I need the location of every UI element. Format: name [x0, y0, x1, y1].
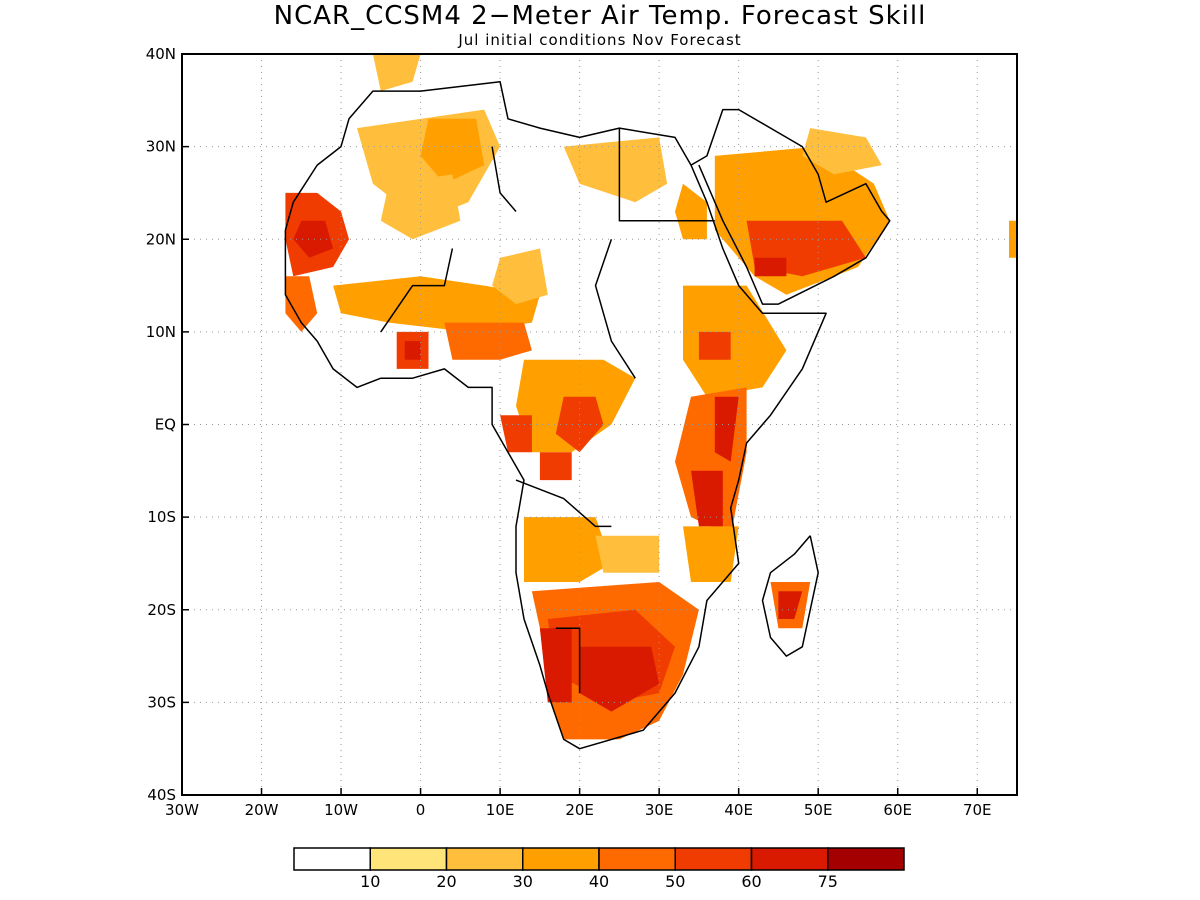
skill-region-red-sea-coast [675, 183, 707, 240]
lat-tick-label: 30N [146, 138, 176, 156]
map-title: NCAR_CCSM4 2−Meter Air Temp. Forecast Sk… [274, 1, 927, 31]
map-plot-area [285, 54, 1017, 740]
skill-region-algeria-interior [420, 118, 485, 184]
lat-tick-label: 20S [147, 601, 176, 619]
skill-region-madagascar-core [778, 591, 803, 619]
skill-region-ethiopia [683, 285, 787, 397]
skill-region-libya-egypt [563, 137, 668, 203]
colorbar-swatch [674, 847, 753, 871]
lon-tick-label: 0 [416, 801, 426, 819]
skill-region-senegal-guinea-coast [285, 276, 318, 332]
lon-tick-label: 20E [565, 801, 594, 819]
colorbar-label: 10 [360, 872, 380, 891]
skill-region-yemen [754, 257, 787, 277]
skill-region-gabon [500, 415, 532, 453]
lon-tick-label: 30W [165, 801, 199, 819]
longitude-axis: 30W 20W 10W 0 10E 20E 30E 40E 50E 60E 70E [165, 788, 992, 819]
lat-tick-label: 10S [147, 508, 176, 526]
skill-region-sahel-chad [492, 248, 548, 305]
skill-region-central-sahara [380, 174, 461, 240]
lon-tick-label: 10E [486, 801, 515, 819]
skill-region-india-west [1009, 220, 1017, 258]
skill-region-drc-south [539, 452, 572, 481]
lat-tick-label: 30S [147, 693, 176, 711]
colorbar-swatch [522, 847, 600, 871]
skill-region-nigeria-cameroon [444, 322, 532, 360]
skill-region-angola [524, 517, 612, 582]
skill-region-iran-coast [802, 128, 882, 175]
colorbar-label: 60 [741, 872, 761, 891]
skill-region-tanzania-core [691, 470, 723, 527]
lon-tick-label: 70E [963, 801, 992, 819]
skill-region-ghana-inner [404, 341, 421, 360]
colorbar-label: 20 [436, 872, 456, 891]
egypt-libya-border [618, 128, 715, 222]
skill-region-congo-basin [555, 396, 604, 453]
madagascar-coastline [761, 535, 819, 657]
niger-mali-border [380, 248, 454, 333]
skill-region-morocco-north [372, 54, 421, 92]
colorbar-label: 50 [665, 872, 685, 891]
lon-tick-label: 10W [324, 801, 358, 819]
colorbar-swatch [750, 847, 829, 871]
skill-region-namibia-core [539, 628, 572, 703]
drc-angola-border [515, 479, 612, 528]
sudan-chad-border [594, 239, 636, 379]
arabia-coastline [690, 108, 891, 305]
colorbar-label: 75 [818, 872, 838, 891]
colorbar: 10 20 30 40 50 60 75 [293, 847, 905, 891]
skill-region-mauritania-core [293, 220, 334, 258]
colorbar-swatch [598, 847, 676, 871]
lon-tick-label: 50E [804, 801, 833, 819]
colorbar-swatch [445, 847, 524, 871]
lon-tick-label: 40E [724, 801, 753, 819]
colorbar-swatch [827, 847, 905, 871]
colorbar-swatch [293, 847, 371, 871]
colorbar-label: 40 [589, 872, 609, 891]
country-boundaries [284, 81, 891, 750]
skill-region-ethiopia-core [698, 331, 731, 360]
colorbar-label: 30 [513, 872, 533, 891]
lat-tick-label: 40N [146, 45, 176, 63]
skill-region-mozambique-north [683, 526, 739, 582]
latitude-axis: 40N 30N 20N 10N EQ 10S 20S 30S 40S [146, 45, 189, 804]
skill-region-sahel-mali-niger [333, 276, 540, 332]
skill-region-kenya-core [714, 396, 739, 462]
colorbar-swatch [369, 847, 448, 871]
lat-tick-label: 40S [147, 786, 176, 804]
lat-tick-label: 20N [146, 230, 176, 248]
skill-region-zambia [595, 535, 660, 573]
lat-tick-label: EQ [155, 416, 176, 434]
lat-tick-label: 10N [146, 323, 176, 341]
namibia-southafrica-border [555, 627, 581, 694]
algeria-libya-border [491, 146, 517, 212]
map-subtitle: Jul initial conditions Nov Forecast [457, 31, 741, 49]
lon-tick-label: 20W [245, 801, 279, 819]
lon-tick-label: 60E [883, 801, 912, 819]
skill-region-south-africa-core [579, 646, 660, 712]
lon-tick-label: 30E [645, 801, 674, 819]
africa-coastline [284, 81, 827, 750]
